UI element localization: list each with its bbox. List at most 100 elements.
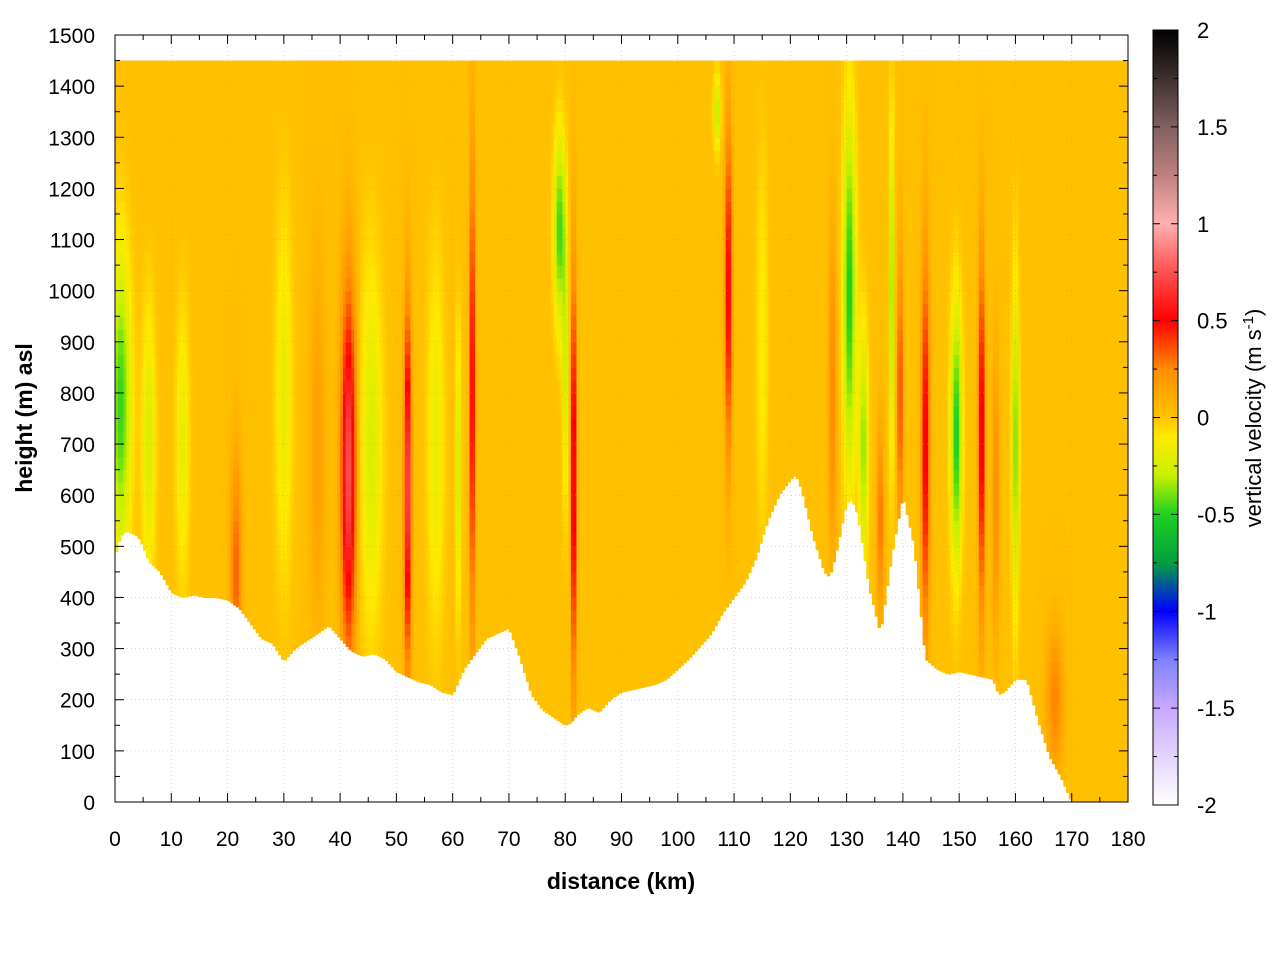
velocity-cell bbox=[356, 201, 361, 215]
velocity-cell bbox=[320, 265, 324, 279]
velocity-cell bbox=[115, 150, 119, 164]
velocity-cell bbox=[266, 392, 271, 407]
velocity-cell bbox=[376, 623, 381, 637]
velocity-cell bbox=[311, 354, 316, 368]
velocity-cell bbox=[365, 98, 369, 113]
velocity-cell bbox=[168, 584, 172, 591]
velocity-cell bbox=[337, 623, 341, 637]
velocity-cell bbox=[238, 380, 243, 394]
velocity-cell bbox=[261, 277, 265, 292]
velocity-cell bbox=[252, 380, 257, 394]
velocity-column bbox=[413, 60, 417, 681]
velocity-cell bbox=[402, 533, 406, 547]
velocity-cell bbox=[323, 418, 327, 432]
velocity-cell bbox=[165, 520, 170, 535]
velocity-cell bbox=[174, 495, 178, 509]
velocity-cell bbox=[418, 571, 423, 586]
velocity-cell bbox=[202, 316, 206, 330]
velocity-cell bbox=[233, 277, 237, 292]
velocity-cell bbox=[143, 456, 147, 471]
velocity-cell bbox=[126, 520, 130, 533]
velocity-cell bbox=[221, 584, 226, 599]
velocity-cell bbox=[311, 482, 316, 496]
velocity-cell bbox=[238, 571, 243, 586]
velocity-cell bbox=[390, 265, 395, 279]
velocity-cell bbox=[404, 507, 409, 522]
velocity-column bbox=[250, 60, 254, 626]
velocity-cell bbox=[250, 303, 254, 317]
velocity-cell bbox=[278, 239, 282, 253]
velocity-cell bbox=[210, 418, 215, 432]
velocity-cell bbox=[264, 469, 268, 484]
velocity-cell bbox=[258, 559, 262, 573]
velocity-cell bbox=[145, 162, 150, 177]
velocity-cell bbox=[379, 597, 383, 611]
velocity-cell bbox=[205, 86, 209, 100]
velocity-cell bbox=[340, 150, 344, 164]
velocity-cell bbox=[140, 367, 144, 381]
velocity-cell bbox=[115, 444, 119, 458]
velocity-cell bbox=[221, 111, 226, 126]
velocity-cell bbox=[354, 482, 358, 496]
velocity-cell bbox=[393, 277, 397, 292]
velocity-cell bbox=[179, 431, 184, 445]
velocity-cell bbox=[275, 162, 279, 177]
velocity-cell bbox=[424, 456, 428, 471]
velocity-cell bbox=[168, 162, 172, 177]
velocity-column bbox=[182, 60, 186, 598]
velocity-cell bbox=[340, 520, 344, 535]
velocity-cell bbox=[303, 252, 307, 266]
velocity-cell bbox=[224, 175, 229, 189]
velocity-cell bbox=[300, 469, 305, 484]
velocity-cell bbox=[410, 239, 414, 253]
velocity-cell bbox=[283, 610, 288, 624]
velocity-cell bbox=[421, 648, 426, 662]
velocity-cell bbox=[328, 456, 333, 471]
velocity-cell bbox=[314, 329, 319, 343]
velocity-cell bbox=[264, 623, 268, 637]
velocity-cell bbox=[418, 380, 423, 394]
velocity-cell bbox=[148, 124, 153, 138]
velocity-cell bbox=[385, 239, 389, 253]
velocity-cell bbox=[272, 380, 276, 394]
velocity-cell bbox=[402, 546, 406, 560]
velocity-cell bbox=[238, 495, 243, 509]
velocity-cell bbox=[196, 111, 201, 126]
velocity-cell bbox=[154, 354, 158, 368]
velocity-cell bbox=[404, 623, 409, 637]
velocity-cell bbox=[275, 456, 279, 471]
velocity-cell bbox=[356, 175, 361, 189]
velocity-cell bbox=[193, 418, 198, 432]
velocity-cell bbox=[210, 137, 215, 151]
velocity-cell bbox=[331, 405, 336, 420]
velocity-cell bbox=[351, 175, 355, 189]
velocity-cell bbox=[320, 162, 324, 177]
velocity-cell bbox=[295, 201, 299, 215]
velocity-cell bbox=[269, 623, 274, 637]
velocity-cell bbox=[286, 86, 291, 100]
velocity-cell bbox=[221, 392, 226, 407]
velocity-cell bbox=[345, 597, 350, 611]
velocity-cell bbox=[365, 137, 369, 151]
velocity-cell bbox=[143, 495, 147, 509]
velocity-cell bbox=[174, 188, 178, 202]
velocity-cell bbox=[351, 86, 355, 100]
velocity-cell bbox=[123, 341, 127, 356]
velocity-cell bbox=[126, 405, 130, 420]
velocity-cell bbox=[145, 111, 150, 126]
velocity-cell bbox=[199, 341, 203, 356]
velocity-cell bbox=[264, 316, 268, 330]
velocity-cell bbox=[272, 303, 276, 317]
velocity-cell bbox=[393, 188, 397, 202]
velocity-cell bbox=[402, 418, 406, 432]
velocity-cell bbox=[331, 265, 336, 279]
velocity-cell bbox=[421, 150, 426, 164]
velocity-cell bbox=[362, 405, 367, 420]
velocity-cell bbox=[151, 392, 155, 407]
velocity-cell bbox=[356, 73, 361, 87]
velocity-cell bbox=[314, 431, 319, 445]
velocity-cell bbox=[368, 367, 372, 381]
velocity-cell bbox=[238, 73, 243, 87]
velocity-cell bbox=[233, 584, 237, 599]
velocity-cell bbox=[244, 469, 248, 484]
